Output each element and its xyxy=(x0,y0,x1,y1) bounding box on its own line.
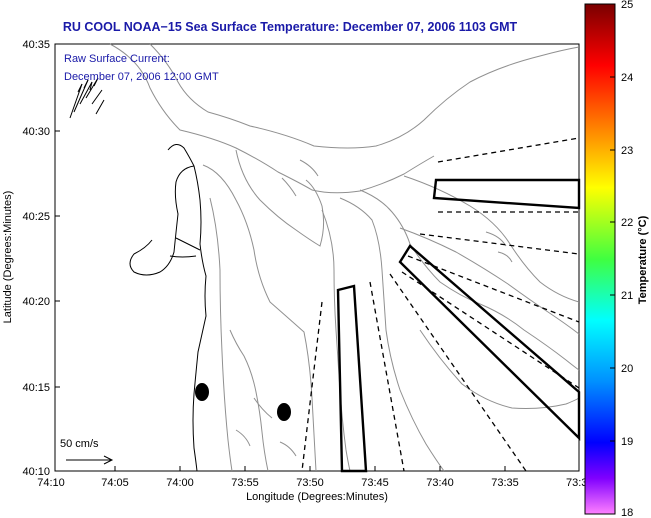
x-tick-label: 73:3 xyxy=(566,477,587,489)
colorbar-labels: 25 24 23 22 21 20 19 18 xyxy=(621,0,633,518)
radar-sector-south xyxy=(336,284,368,473)
buoy-marker-2 xyxy=(277,403,291,421)
x-tick-label: 73:50 xyxy=(296,477,324,489)
y-tick-label: 40:25 xyxy=(22,211,50,223)
buoy-marker-1 xyxy=(195,383,209,401)
colorbar-label: 21 xyxy=(621,290,633,302)
x-tick-label: 73:45 xyxy=(361,477,389,489)
x-tick-label: 73:35 xyxy=(491,477,519,489)
scale-vector-label: 50 cm/s xyxy=(60,438,99,450)
colorbar-label: 24 xyxy=(621,72,633,84)
plot-area xyxy=(54,43,580,472)
y-axis-title: Latitude (Degrees:Minutes) xyxy=(2,191,14,324)
colorbar-ticks xyxy=(610,76,615,442)
axis-ticks xyxy=(54,43,506,471)
colorbar-label: 19 xyxy=(621,436,633,448)
colorbar-label: 25 xyxy=(621,0,633,11)
colorbar-label: 18 xyxy=(621,507,633,518)
current-annotation-line1: Raw Surface Current: xyxy=(64,53,170,65)
y-tick-label: 40:35 xyxy=(22,39,50,51)
x-tick-label: 73:40 xyxy=(426,477,454,489)
colorbar-label: 23 xyxy=(621,145,633,157)
y-tick-label: 40:10 xyxy=(22,466,50,478)
temperature-colorbar xyxy=(584,3,616,515)
colorbar-label: 20 xyxy=(621,363,633,375)
x-tick-label: 74:05 xyxy=(101,477,129,489)
bathymetry-contours xyxy=(109,43,580,472)
colorbar-label: 22 xyxy=(621,217,633,229)
y-tick-label: 40:30 xyxy=(22,126,50,138)
map-title: RU COOL NOAA−15 Sea Surface Temperature:… xyxy=(62,20,518,34)
coastline xyxy=(129,144,207,472)
x-tick-labels: 74:10 74:05 74:00 73:55 73:50 73:45 73:4… xyxy=(37,477,587,489)
x-axis-title: Longitude (Degrees:Minutes) xyxy=(246,491,388,503)
radar-dashed-radials xyxy=(301,137,580,472)
current-vectors xyxy=(69,77,105,119)
x-tick-label: 74:10 xyxy=(37,477,65,489)
y-tick-labels: 40:35 40:30 40:25 40:20 40:15 40:10 xyxy=(22,39,50,478)
radar-sector-southeast xyxy=(398,244,581,441)
y-tick-label: 40:20 xyxy=(22,296,50,308)
y-tick-label: 40:15 xyxy=(22,382,50,394)
current-annotation-line2: December 07, 2006 12:00 GMT xyxy=(64,71,219,83)
radar-sector-east xyxy=(432,178,581,210)
x-tick-label: 73:55 xyxy=(231,477,259,489)
radar-sectors xyxy=(336,178,581,473)
scale-vector-arrow xyxy=(66,455,114,465)
colorbar-title: Temperature (°C) xyxy=(637,215,649,304)
x-tick-label: 74:00 xyxy=(166,477,194,489)
